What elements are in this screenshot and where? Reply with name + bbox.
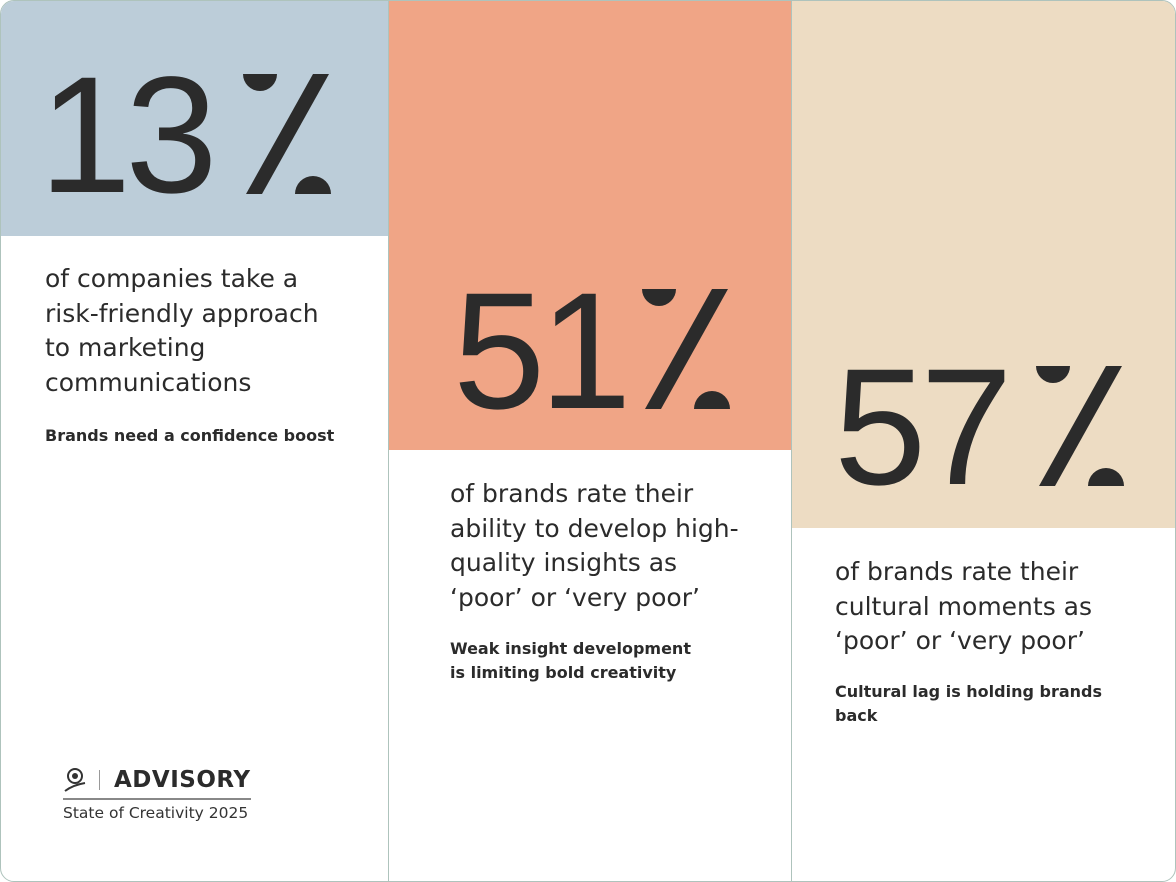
stat-description: of brands rate their ability to develop …	[450, 477, 739, 615]
line: Weak insight development	[450, 639, 691, 658]
line: communications	[45, 367, 252, 397]
stat-subtitle: Weak insight development is limiting bol…	[450, 637, 691, 684]
percent-icon	[1036, 366, 1124, 486]
brand-tagline: State of Creativity 2025	[63, 803, 249, 822]
line: is limiting bold creativity	[450, 662, 677, 682]
line: cultural moments as	[835, 591, 1093, 621]
percent-icon	[642, 289, 730, 409]
line: ‘poor’ or ‘very poor’	[450, 582, 700, 612]
stat-column-1: 13 of companies take a risk-friendly app…	[1, 1, 388, 881]
stat-subtitle: Brands need a confidence boost	[45, 424, 334, 448]
stat-column-2: 51 of brands rate their ability to devel…	[388, 1, 791, 881]
line: Cultural lag is holding brands	[835, 682, 1103, 701]
line: of brands rate their	[835, 557, 1079, 586]
line: ability to develop high-	[450, 513, 739, 543]
stat-block	[1, 1, 388, 236]
stat-value: 51	[453, 259, 632, 444]
divider	[99, 770, 100, 790]
line: Brands need a confidence boost	[45, 426, 335, 445]
line: of companies take a	[45, 264, 299, 293]
stat-block	[792, 1, 1175, 528]
stat-value: 13	[39, 43, 218, 228]
line: ‘poor’ or ‘very poor’	[835, 626, 1085, 655]
stat-block	[389, 1, 791, 450]
stat-value: 57	[834, 335, 1013, 520]
line: of brands rate their	[450, 479, 694, 508]
stat-subtitle: Cultural lag is holding brands back	[835, 680, 1102, 727]
line: risk-friendly approach	[45, 298, 319, 328]
line: quality insights as	[450, 548, 678, 577]
line: back	[835, 705, 878, 725]
lion-icon	[64, 768, 86, 792]
stat-description: of companies take a risk-friendly approa…	[45, 262, 319, 400]
brand-name: ADVISORY	[114, 767, 251, 793]
brand-logo: ADVISORY State of Creativity 2025	[63, 765, 251, 822]
stat-column-3: 57 of brands rate their cultural moments…	[791, 1, 1175, 881]
stat-description: of brands rate their cultural moments as…	[835, 555, 1092, 659]
percent-icon	[243, 74, 331, 194]
line: to marketing	[45, 333, 206, 362]
divider	[63, 798, 251, 800]
